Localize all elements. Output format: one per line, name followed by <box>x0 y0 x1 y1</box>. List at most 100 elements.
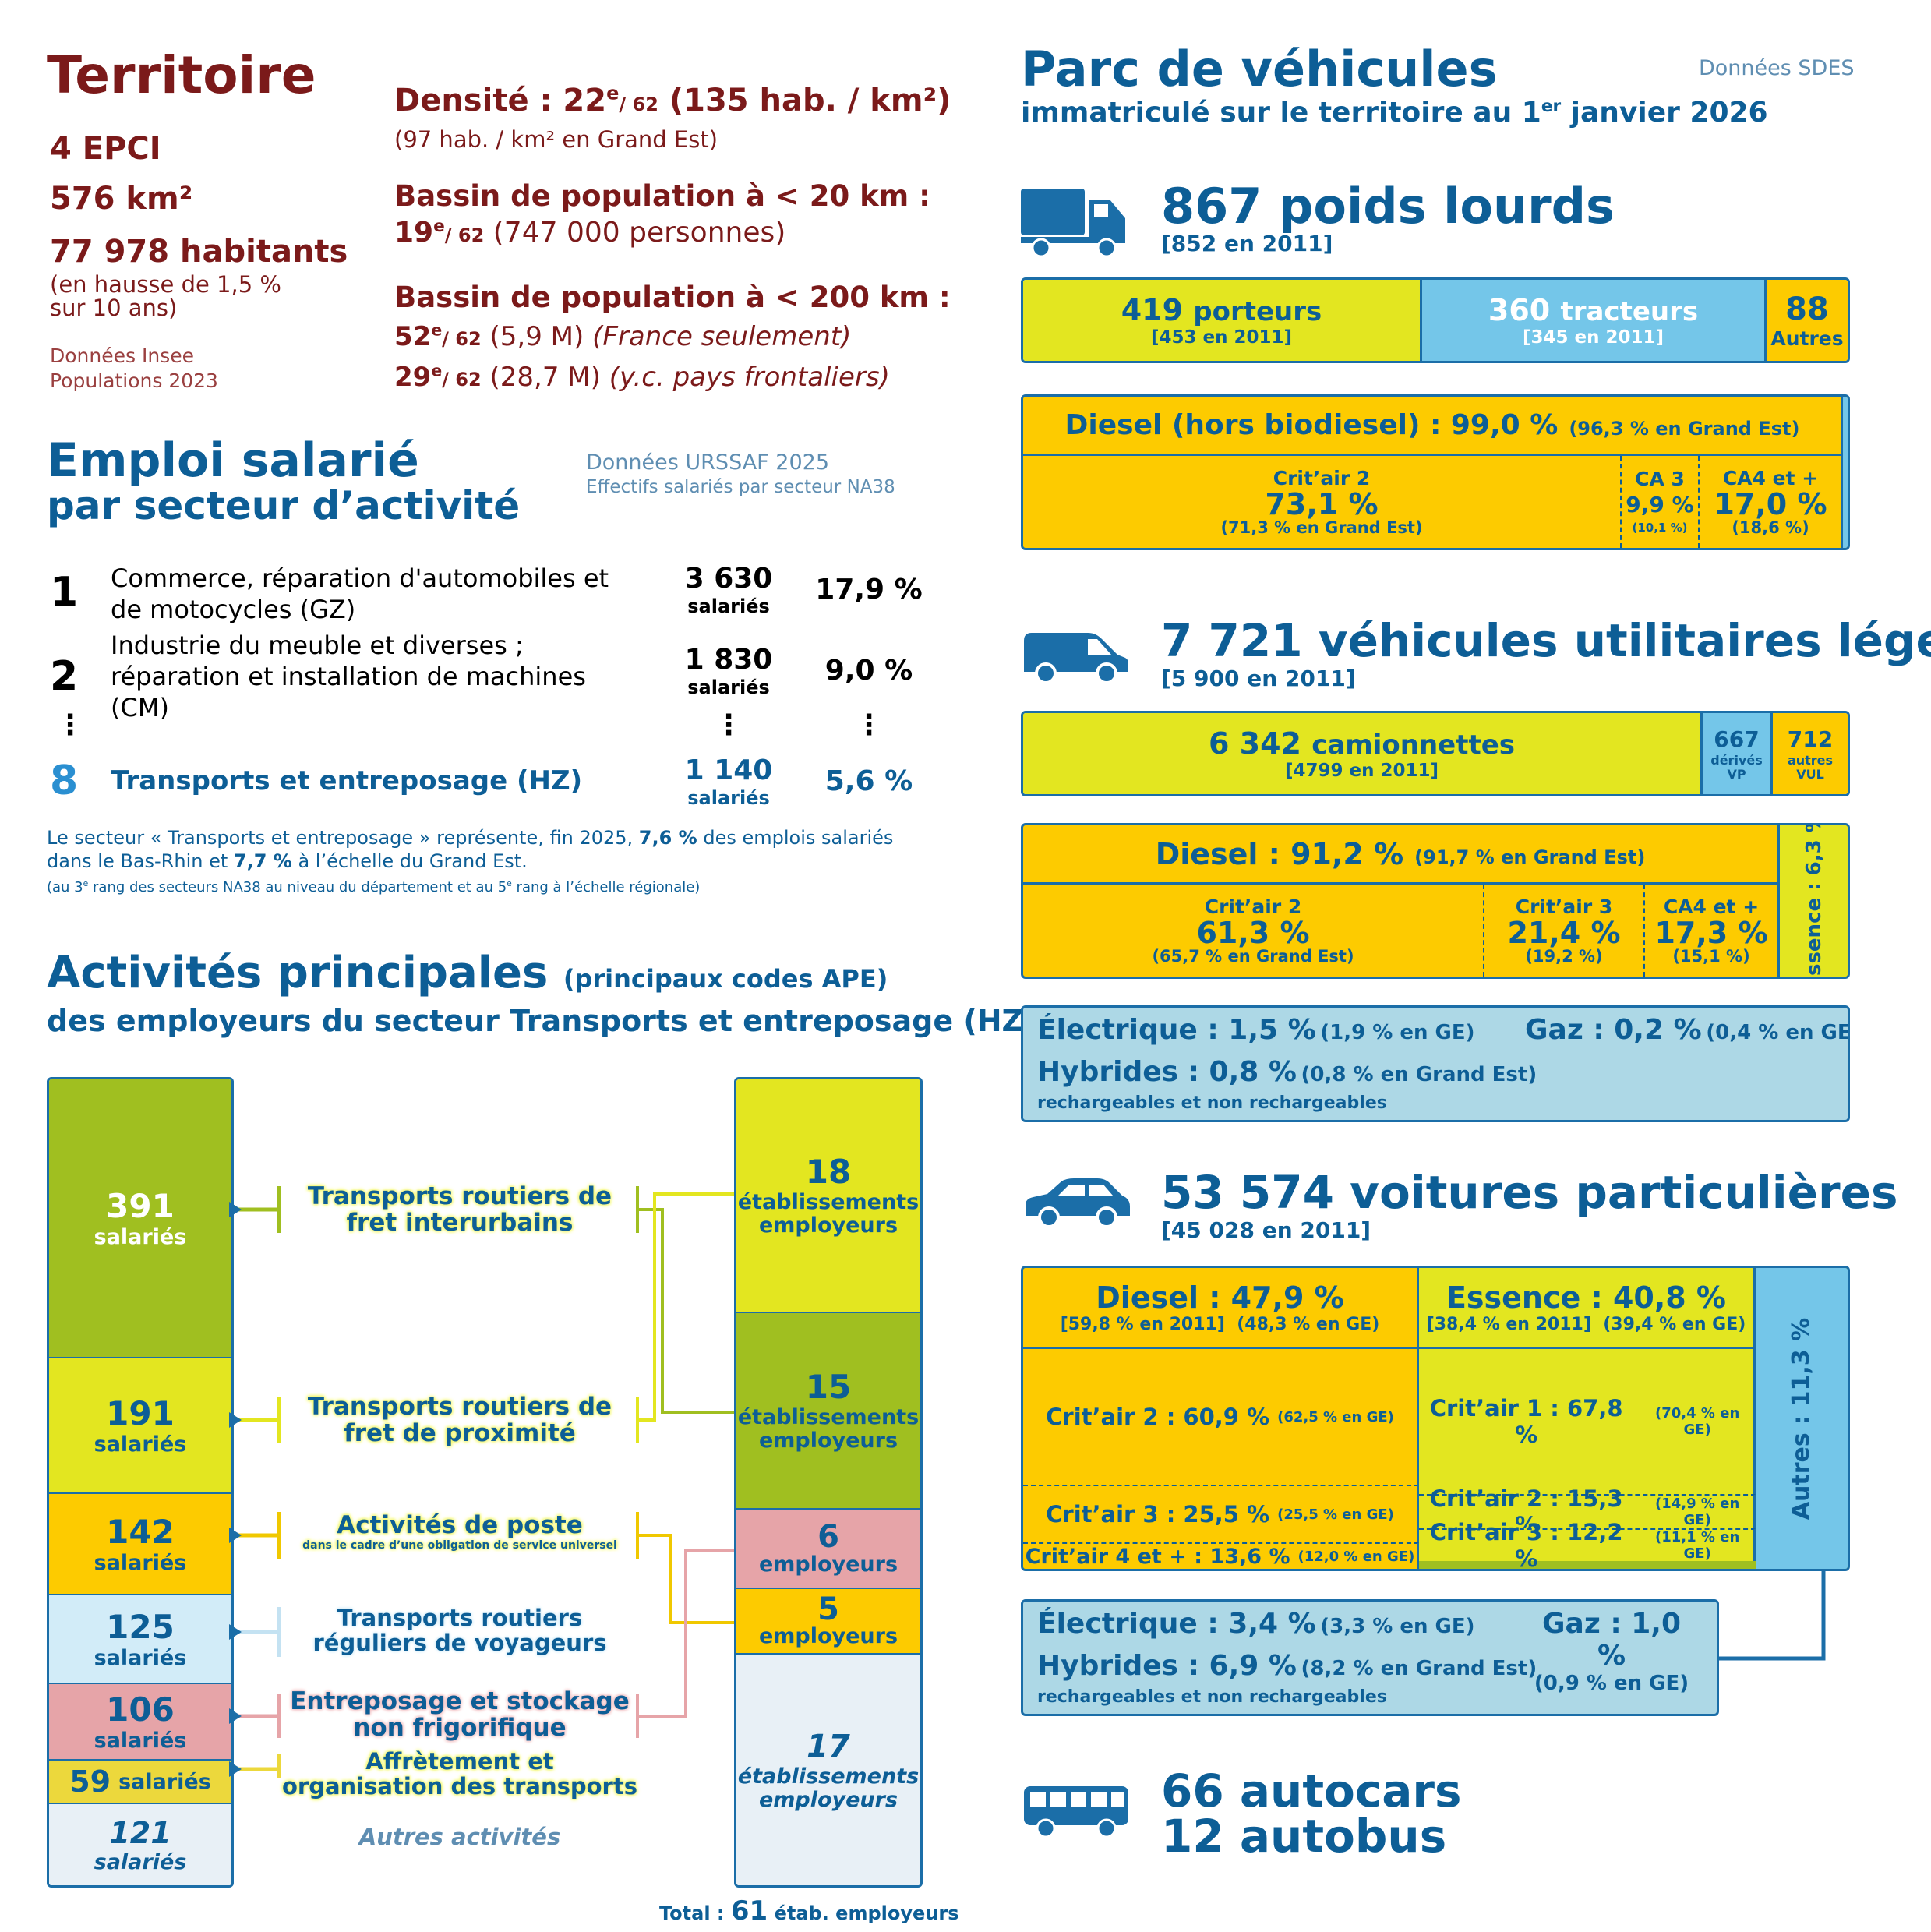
pl-energy-bar: Diesel (hors biodiesel) : 99,0 % (96,3 %… <box>1021 394 1850 550</box>
sector-label-2: Industrie du meuble et diverses ; répara… <box>111 630 586 722</box>
vp-essence-head: Essence : 40,8 % [38,4 % en 2011] (39,4 … <box>1419 1268 1756 1349</box>
vul-essence-cell: Essence : 6,3 % <box>1777 825 1848 977</box>
rank-2: 2 <box>50 653 79 700</box>
pl-ca3: CA 3 9,9 % (10,1 %) <box>1622 456 1700 548</box>
dots-1: ⋮ <box>56 709 84 741</box>
population-growth-2: sur 10 ans) <box>50 295 178 321</box>
rank-1: 1 <box>50 569 79 616</box>
bassin20-label: Bassin de population à < 20 km : <box>394 179 930 213</box>
emploi-subtitle: par secteur d’activité <box>47 483 521 528</box>
activity-label-6: Affrètement et organisation des transport… <box>282 1748 637 1800</box>
population-growth: (en hausse de 1,5 % <box>50 271 281 298</box>
salaries-block: 191 salariés <box>49 1358 231 1494</box>
sector-pct-8: 5,6 % <box>824 765 913 797</box>
pl-critair2: Crit’air 2 73,1 % (71,3 % en Grand Est) <box>1023 456 1622 548</box>
salaries-block: 391 salariés <box>49 1079 231 1358</box>
vul-other-energy: Électrique : 1,5 % (1,9 % en GE) Gaz : 0… <box>1021 1005 1850 1122</box>
vul-hybrides-note: rechargeables et non rechargeables <box>1037 1093 1387 1113</box>
parc-title: Parc de véhicules <box>1021 41 1498 97</box>
vp-other-energy: Électrique : 3,4 % (3,3 % en GE) Gaz : 1… <box>1021 1599 1719 1716</box>
salaries-block: 125 salariés <box>49 1595 231 1684</box>
van-icon <box>1024 633 1128 684</box>
sector-count-2: 1 830 <box>684 644 773 676</box>
emploi-note: Le secteur « Transports et entreposage »… <box>47 827 894 872</box>
autres-activites: Autres activités <box>358 1824 561 1850</box>
autobus: 12 autobus <box>1161 1810 1447 1863</box>
vp-e-critair1: Crit’air 1 : 67,8 % (70,4 % en GE) <box>1419 1349 1756 1494</box>
insee-source: Données Insee <box>50 344 194 367</box>
vp-autres-connector <box>1710 1571 1826 1661</box>
salaries-block: 106 salariés <box>49 1684 231 1761</box>
sector-pct-2: 9,0 % <box>824 655 913 687</box>
pl-diesel-row: Diesel (hors biodiesel) : 99,0 % (96,3 %… <box>1023 397 1841 456</box>
vul-critair2: Crit’air 2 61,3 % (65,7 % en Grand Est) <box>1023 885 1484 977</box>
vp-d-critair3: Crit’air 3 : 25,5 % (25,5 % en GE) <box>1023 1485 1419 1542</box>
bassin200-rank1: 52e/ 62 (5,9 M) (France seulement) <box>394 320 852 352</box>
pl-title: 867 poids lourds <box>1161 178 1615 235</box>
total-etab: Total : 61 étab. employeurs <box>659 1895 959 1927</box>
vul-ca4: CA4 et + 17,3 % (15,1 %) <box>1654 895 1768 966</box>
activites-title: Activités principales (principaux codes … <box>47 948 888 998</box>
autocars: 66 autocars <box>1161 1764 1462 1817</box>
porteurs-cell: 419 porteurs [453 en 2011] <box>1023 280 1422 361</box>
etab-block: 15 établissements employeurs <box>736 1313 920 1510</box>
vul-hybrides: Hybrides : 0,8 % (0,8 % en Grand Est) <box>1037 1056 1537 1088</box>
sector-count-1: 3 630 <box>684 563 773 595</box>
pl-types-bar: 419 porteurs [453 en 2011] 360 tracteurs… <box>1021 277 1850 363</box>
vp-diesel-head: Diesel : 47,9 % [59,8 % en 2011] (48,3 %… <box>1023 1268 1419 1349</box>
derives-vp-cell: 667 dérivés VP <box>1703 713 1773 794</box>
activites-subtitle: des employeurs du secteur Transports et … <box>47 1004 1037 1038</box>
vul-gaz: Gaz : 0,2 % (0,4 % en GE) <box>1525 1014 1850 1046</box>
vul-title: 7 721 véhicules utilitaires légers <box>1161 614 1931 667</box>
bassin20-rank: 19e/ 62 (747 000 personnes) <box>394 217 786 249</box>
activity-label-4: Transports routiers réguliers de voyageur… <box>312 1605 607 1656</box>
salaries-block: 121 salariés <box>49 1804 231 1885</box>
rank-8: 8 <box>50 758 79 804</box>
activity-label-2: Transports routiers de fret de proximité <box>307 1393 612 1447</box>
vp-d-critair2: Crit’air 2 : 60,9 % (62,5 % en GE) <box>1023 1349 1419 1485</box>
autres-pl-cell: 88 Autres <box>1767 280 1848 361</box>
sdes-source: Données SDES <box>1699 56 1855 80</box>
salaries-stack: 391 salariés 191 salariés 142 salariés 1… <box>47 1077 234 1888</box>
vp-title: 53 574 voitures particulières <box>1161 1166 1898 1219</box>
density: Densité : 22e/ 62 (135 hab. / km²) <box>394 82 951 118</box>
pl-ref: [852 en 2011] <box>1161 231 1333 256</box>
camionnettes-cell: 6 342 camionnettes [4799 en 2011] <box>1023 713 1703 794</box>
etab-block: 17 établissements employeurs <box>736 1655 920 1885</box>
vp-e-critair3: Crit’air 3 : 12,2 % (11,1 % en GE) <box>1419 1519 1756 1569</box>
sector-unit-2: salariés <box>687 676 770 698</box>
bassin200-rank2: 29e/ 62 (28,7 M) (y.c. pays frontaliers) <box>394 361 890 393</box>
sector-unit-1: salariés <box>687 595 770 617</box>
activity-label-3: Activités de poste dans le cadre d’une o… <box>302 1511 617 1552</box>
vp-hybrides-note: rechargeables et non rechargeables <box>1037 1687 1387 1707</box>
vp-hybrides: Hybrides : 6,9 % (8,2 % en Grand Est) <box>1037 1650 1537 1682</box>
etab-block: 5 employeurs <box>736 1589 920 1655</box>
epci: 4 EPCI <box>50 131 161 167</box>
salaries-block: 59 salariés <box>49 1761 231 1804</box>
vul-elec: Électrique : 1,5 % (1,9 % en GE) <box>1037 1014 1475 1046</box>
vp-gaz: Gaz : 1,0 % (0,9 % en GE) <box>1534 1608 1689 1695</box>
vp-d-critair4: Crit’air 4 et + : 13,6 % (12,0 % en GE) <box>1023 1542 1419 1569</box>
vul-critair3: Crit’air 3 21,4 % (19,2 %) <box>1484 885 1645 977</box>
car-icon <box>1026 1178 1130 1228</box>
vp-e-critair2: Crit’air 2 : 15,3 % (14,9 % en GE) <box>1419 1485 1756 1538</box>
vul-diesel-row: Diesel : 91,2 % (91,7 % en Grand Est) <box>1023 825 1777 885</box>
emploi-note-small: (au 3e rang des secteurs NA38 au niveau … <box>47 878 701 895</box>
parc-subtitle: immatriculé sur le territoire au 1er jan… <box>1021 97 1768 129</box>
dots-3: ⋮ <box>855 709 883 741</box>
territoire-title: Territoire <box>47 45 316 105</box>
emploi-title: Emploi salarié <box>47 433 419 488</box>
connector-lines <box>229 1186 734 1778</box>
density-ge: (97 hab. / km² en Grand Est) <box>394 126 718 153</box>
vul-types-bar: 6 342 camionnettes [4799 en 2011] 667 dé… <box>1021 711 1850 796</box>
urssaf-source-2: Effectifs salariés par secteur NA38 <box>586 477 895 497</box>
insee-source-2: Populations 2023 <box>50 369 218 392</box>
vul-energy-bar: Diesel : 91,2 % (91,7 % en Grand Est) Cr… <box>1021 823 1850 979</box>
sector-unit-8: salariés <box>687 787 770 809</box>
vp-elec: Électrique : 3,4 % (3,3 % en GE) <box>1037 1608 1475 1640</box>
etablissements-stack: 18 établissements employeurs 15 établiss… <box>734 1077 923 1888</box>
sector-label-1: Commerce, réparation d'automobiles et de… <box>111 563 609 624</box>
activity-label-1: Transports routiers de fret interurbains <box>307 1182 612 1237</box>
bassin200-label: Bassin de population à < 200 km : <box>394 281 951 314</box>
salaries-block: 142 salariés <box>49 1494 231 1595</box>
